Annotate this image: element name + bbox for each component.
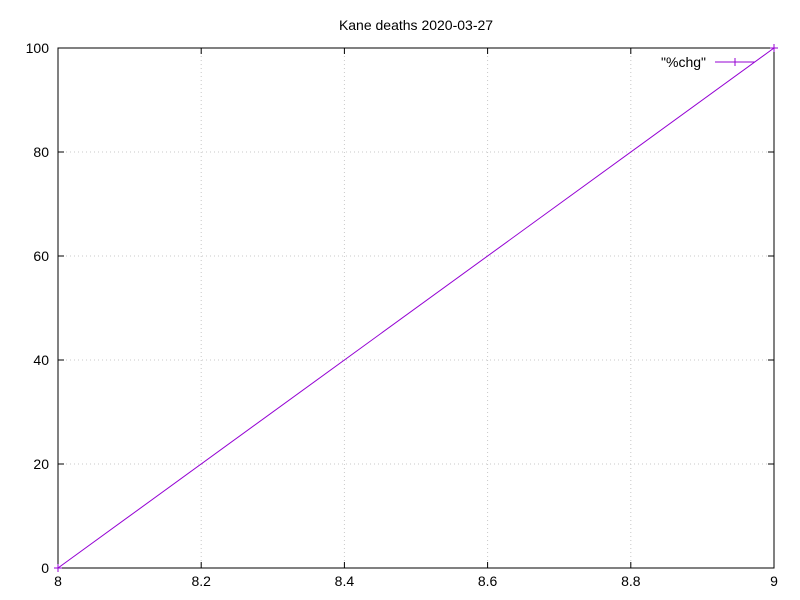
y-tick-label: 100: [26, 40, 50, 56]
series-layer: [54, 44, 778, 572]
y-tick-label: 60: [33, 248, 49, 264]
data-point: [770, 44, 778, 52]
y-tick-label: 0: [41, 560, 49, 576]
x-tick-label: 9: [770, 573, 778, 589]
x-tick-label: 8.6: [478, 573, 498, 589]
data-point: [54, 564, 62, 572]
series-line: [57, 47, 775, 569]
y-tick-label: 20: [33, 456, 49, 472]
x-tick-label: 8.8: [621, 573, 641, 589]
x-tick-label: 8.4: [335, 573, 355, 589]
chart-title: Kane deaths 2020-03-27: [339, 17, 493, 33]
tick-labels: 8 8.2 8.4 8.6 8.8 9 0 20 40 60 80 100: [26, 40, 778, 589]
y-tick-label: 40: [33, 352, 49, 368]
x-tick-label: 8.2: [191, 573, 211, 589]
legend-label: "%chg": [661, 54, 706, 70]
x-tick-label: 8: [54, 573, 62, 589]
y-tick-label: 80: [33, 144, 49, 160]
legend: "%chg": [661, 54, 755, 70]
plot-frame: [57, 47, 775, 569]
grid-lines: [58, 48, 774, 568]
